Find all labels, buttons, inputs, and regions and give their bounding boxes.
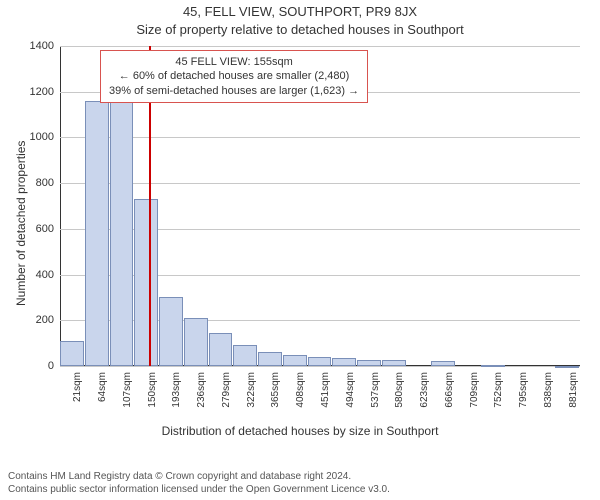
x-tick-label: 21sqm (72, 372, 83, 422)
x-axis-label: Distribution of detached houses by size … (0, 424, 600, 438)
histogram-bar (382, 360, 406, 366)
histogram-bar (481, 365, 505, 367)
histogram-bar (332, 358, 356, 366)
y-tick-label: 400 (22, 269, 54, 281)
y-tick-label: 1400 (22, 40, 54, 52)
gridline (60, 137, 580, 138)
histogram-bar (134, 199, 158, 366)
x-tick-label: 451sqm (320, 372, 331, 422)
x-tick-label: 494sqm (345, 372, 356, 422)
x-tick-label: 838sqm (543, 372, 554, 422)
x-tick-label: 408sqm (295, 372, 306, 422)
x-tick-label: 279sqm (221, 372, 232, 422)
x-tick-label: 537sqm (370, 372, 381, 422)
histogram-bar (110, 102, 134, 366)
x-tick-label: 580sqm (394, 372, 405, 422)
x-tick-label: 623sqm (419, 372, 430, 422)
y-tick-label: 0 (22, 360, 54, 372)
histogram-bar (233, 345, 257, 366)
chart-container: 45, FELL VIEW, SOUTHPORT, PR9 8JX Size o… (0, 0, 600, 500)
histogram-bar (431, 361, 455, 366)
histogram-bar (85, 101, 109, 366)
histogram-bar (283, 355, 307, 366)
page-subtitle: Size of property relative to detached ho… (0, 22, 600, 37)
callout-line3: 39% of semi-detached houses are larger (… (109, 84, 359, 98)
y-tick-label: 600 (22, 223, 54, 235)
histogram-bar (60, 341, 84, 366)
callout-line2: ← 60% of detached houses are smaller (2,… (109, 69, 359, 83)
histogram-bar (308, 357, 332, 366)
gridline (60, 183, 580, 184)
x-tick-label: 107sqm (122, 372, 133, 422)
callout-line1: 45 FELL VIEW: 155sqm (109, 55, 359, 69)
footer-line1: Contains HM Land Registry data © Crown c… (8, 471, 390, 484)
x-tick-label: 666sqm (444, 372, 455, 422)
footer: Contains HM Land Registry data © Crown c… (8, 471, 390, 496)
x-tick-label: 150sqm (147, 372, 158, 422)
x-tick-label: 881sqm (568, 372, 579, 422)
x-tick-label: 236sqm (196, 372, 207, 422)
x-tick-label: 709sqm (469, 372, 480, 422)
x-tick-label: 795sqm (518, 372, 529, 422)
y-tick-label: 800 (22, 177, 54, 189)
histogram-bar (357, 360, 381, 366)
histogram-bar (555, 366, 579, 368)
x-tick-label: 322sqm (246, 372, 257, 422)
x-tick-label: 365sqm (270, 372, 281, 422)
y-tick-label: 200 (22, 314, 54, 326)
footer-line2: Contains public sector information licen… (8, 484, 390, 497)
histogram-bar (209, 333, 233, 366)
y-tick-label: 1000 (22, 131, 54, 143)
gridline (60, 46, 580, 47)
page-title: 45, FELL VIEW, SOUTHPORT, PR9 8JX (0, 4, 600, 19)
y-tick-label: 1200 (22, 86, 54, 98)
histogram-bar (159, 297, 183, 366)
x-tick-label: 752sqm (493, 372, 504, 422)
callout-box: 45 FELL VIEW: 155sqm ← 60% of detached h… (100, 50, 368, 103)
x-tick-label: 193sqm (171, 372, 182, 422)
histogram-bar (258, 352, 282, 366)
x-tick-label: 64sqm (97, 372, 108, 422)
histogram-bar (184, 318, 208, 366)
